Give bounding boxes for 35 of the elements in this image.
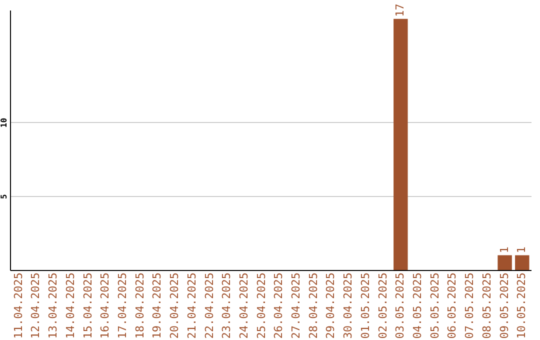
x-tick-label: 19.04.2025 xyxy=(150,272,164,339)
x-tick-label: 17.04.2025 xyxy=(116,272,129,339)
x-tick-label: 29.04.2025 xyxy=(324,272,338,339)
x-tick-label: 01.05.2025 xyxy=(358,272,372,339)
x-tick-label: 18.04.2025 xyxy=(133,272,146,339)
x-tick-label: 21.04.2025 xyxy=(185,272,198,339)
x-tick-label: 14.04.2025 xyxy=(64,272,77,339)
x-tick-label: 13.04.2025 xyxy=(46,272,60,339)
x-tick-label: 08.05.2025 xyxy=(480,272,494,339)
x-tick-label: 16.04.2025 xyxy=(98,272,112,339)
x-tick-label: 23.04.2025 xyxy=(220,272,234,339)
x-tick-label: 03.05.2025 xyxy=(394,272,407,339)
x-tick-label: 30.04.2025 xyxy=(342,272,355,339)
x-tick-label: 15.04.2025 xyxy=(81,272,94,339)
x-tick-label: 20.04.2025 xyxy=(168,272,182,339)
x-tick-label: 22.04.2025 xyxy=(202,272,216,339)
x-tick-label: 05.05.2025 xyxy=(428,272,442,339)
x-tick-label: 11.04.2025 xyxy=(12,272,25,339)
x-tick-label: 25.04.2025 xyxy=(254,272,268,339)
x-tick-label: 27.04.2025 xyxy=(290,272,303,339)
y-tick-label: 10 xyxy=(0,118,8,128)
x-tick-label: 26.04.2025 xyxy=(272,272,286,339)
x-tick-label: 24.04.2025 xyxy=(237,272,250,339)
x-tick-label: 09.05.2025 xyxy=(498,272,511,339)
x-tick-label: 28.04.2025 xyxy=(306,272,320,339)
data-label: 1 xyxy=(515,246,528,254)
data-label: 17 xyxy=(394,4,407,17)
x-tick-label: 02.05.2025 xyxy=(376,272,390,339)
y-tick-label: 5 xyxy=(0,194,8,200)
x-tick-label: 04.05.2025 xyxy=(411,272,424,339)
x-tick-label: 06.05.2025 xyxy=(446,272,459,339)
x-tick-label: 10.05.2025 xyxy=(515,272,528,339)
x-tick-label: 07.05.2025 xyxy=(463,272,476,339)
x-tick-label: 12.04.2025 xyxy=(29,272,42,339)
data-label: 1 xyxy=(498,246,511,254)
